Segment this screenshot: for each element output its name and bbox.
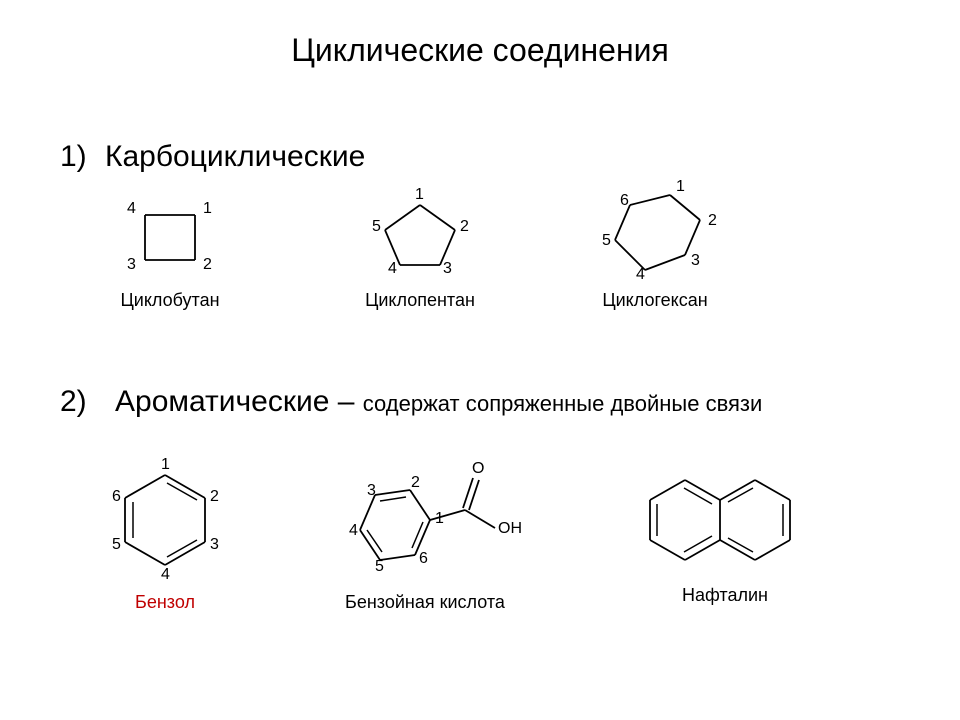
- cyclopentane-v2: 2: [460, 218, 469, 236]
- benzoic-v3: 3: [367, 482, 376, 500]
- cyclohexane-v3: 3: [691, 252, 700, 270]
- benzene-v6: 6: [112, 488, 121, 506]
- list-label-2-main: Ароматические –: [115, 385, 354, 418]
- cyclohexane-structure: [600, 185, 710, 285]
- cyclopentane-structure: [370, 195, 470, 280]
- cyclopentane-v5: 5: [372, 218, 381, 236]
- benzoic-v2: 2: [411, 474, 420, 492]
- list-number-1: 1): [60, 140, 87, 174]
- page-title: Циклические соединения: [0, 32, 960, 69]
- benzoic-v6: 6: [419, 550, 428, 568]
- benzene-caption: Бензол: [100, 592, 230, 613]
- cyclopentane-v1: 1: [415, 186, 424, 204]
- benzene-v3: 3: [210, 536, 219, 554]
- cyclopentane-v4: 4: [388, 260, 397, 278]
- cyclobutane-structure: [130, 205, 210, 275]
- benzoic-v1: 1: [435, 510, 444, 528]
- cyclohexane-v1: 1: [676, 178, 685, 196]
- cyclohexane-v4: 4: [636, 266, 645, 284]
- benzene-v4: 4: [161, 566, 170, 584]
- cyclobutane-v2: 2: [203, 256, 212, 274]
- naphthalene-structure: [640, 470, 810, 570]
- benzoic-OH: OH: [498, 520, 522, 538]
- cyclobutane-v3: 3: [127, 256, 136, 274]
- benzoic-v5: 5: [375, 558, 384, 576]
- cyclohexane-caption: Циклогексан: [580, 290, 730, 311]
- cyclobutane-v4: 4: [127, 200, 136, 218]
- cyclohexane-v2: 2: [708, 212, 717, 230]
- naphthalene-caption: Нафталин: [655, 585, 795, 606]
- benzene-structure: [110, 465, 220, 575]
- list-label-1: Карбоциклические: [105, 140, 365, 174]
- benzene-v2: 2: [210, 488, 219, 506]
- cyclobutane-v1: 1: [203, 200, 212, 218]
- benzoic-O: O: [472, 460, 484, 478]
- list-label-2: Ароматические – содержат сопряженные дво…: [115, 385, 762, 419]
- cyclohexane-v5: 5: [602, 232, 611, 250]
- list-number-2: 2): [60, 385, 87, 419]
- cyclopentane-caption: Циклопентан: [350, 290, 490, 311]
- cyclopentane-v3: 3: [443, 260, 452, 278]
- list-label-2-sub: содержат сопряженные двойные связи: [363, 391, 763, 416]
- benzoic-v4: 4: [349, 522, 358, 540]
- benzene-v1: 1: [161, 456, 170, 474]
- benzoic-caption: Бензойная кислота: [320, 592, 530, 613]
- benzene-v5: 5: [112, 536, 121, 554]
- cyclohexane-v6: 6: [620, 192, 629, 210]
- cyclobutane-caption: Циклобутан: [100, 290, 240, 311]
